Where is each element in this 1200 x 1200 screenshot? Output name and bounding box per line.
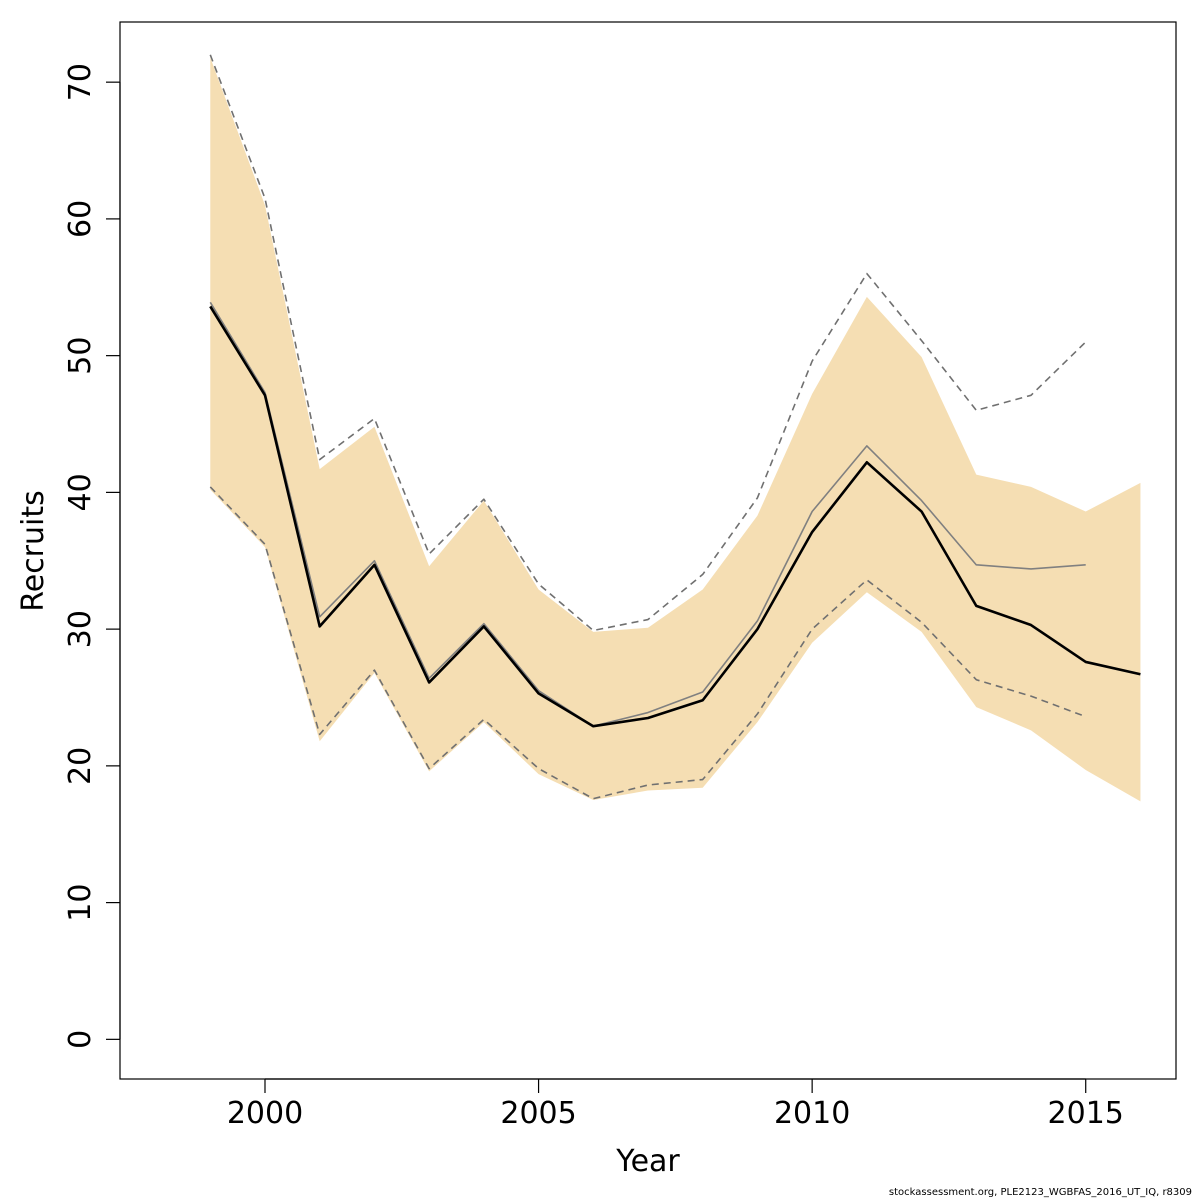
x-tick-label: 2000 xyxy=(227,1096,303,1131)
y-tick-label: 10 xyxy=(63,884,98,922)
x-tick-label: 2005 xyxy=(500,1096,576,1131)
y-axis: 0 10 20 30 40 50 60 70 xyxy=(63,63,121,1049)
y-tick-label: 30 xyxy=(63,610,98,648)
y-tick-label: 40 xyxy=(63,473,98,511)
y-tick-label: 60 xyxy=(63,200,98,238)
confidence-band xyxy=(210,57,1141,802)
confidence-band-layer xyxy=(210,57,1141,802)
previous-upper-bound-line xyxy=(209,54,1087,632)
current-estimate-line xyxy=(209,305,1141,728)
y-tick-label: 0 xyxy=(63,1030,98,1049)
y-tick-label: 70 xyxy=(63,63,98,101)
previous-estimate-line xyxy=(209,301,1086,728)
series-layer xyxy=(209,54,1141,800)
x-axis-title: Year xyxy=(615,1144,680,1179)
x-axis: 2000 2005 2010 2015 xyxy=(227,1078,1124,1131)
y-axis-title: Recruits xyxy=(16,490,51,612)
footer-credit: stockassessment.org, PLE2123_WGBFAS_2016… xyxy=(888,1187,1192,1198)
x-tick-label: 2010 xyxy=(774,1096,850,1131)
y-tick-label: 20 xyxy=(63,747,98,785)
x-tick-label: 2015 xyxy=(1048,1096,1124,1131)
y-tick-label: 50 xyxy=(63,337,98,375)
